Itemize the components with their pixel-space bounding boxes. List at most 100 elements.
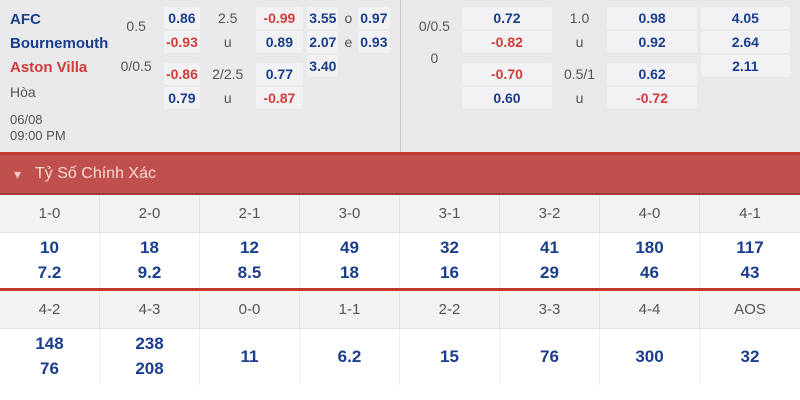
score-cell-2[interactable]: 12 8.5 bbox=[200, 233, 300, 288]
score-header-11[interactable]: 1-1 bbox=[300, 291, 400, 329]
score-cell-10[interactable]: 11 bbox=[200, 329, 300, 384]
exact-score-table: 1-0 2-0 2-1 3-0 3-1 3-2 4-0 4-1 10 7.2 1… bbox=[0, 195, 800, 400]
left-col-val3: 3.55 2.07 3.40 bbox=[305, 4, 340, 148]
odds-right-r1-val2[interactable]: 0.98 bbox=[607, 7, 696, 29]
odds-right-r1-linemid[interactable]: 1.0 bbox=[556, 7, 604, 29]
odds-left-r2-val2[interactable]: 0.89 bbox=[256, 31, 304, 53]
odds-and-score-widget: AFC Bournemouth Aston Villa Hòa 06/08 09… bbox=[0, 0, 800, 400]
odds-right-r2-val3[interactable]: 2.64 bbox=[701, 31, 790, 53]
right-col-val2: 0.98 0.92 0.62 -0.72 bbox=[605, 4, 698, 148]
odds-left-r1-val3[interactable]: 3.55 bbox=[307, 7, 338, 29]
odds-left-r1-sym[interactable]: o bbox=[342, 7, 354, 29]
odds-right-r4-val2[interactable]: 0.62 bbox=[607, 63, 696, 85]
match-datetime: 06/08 09:00 PM bbox=[10, 112, 108, 144]
score-cell-5[interactable]: 41 29 bbox=[500, 233, 600, 288]
score-header-14[interactable]: 4-4 bbox=[600, 291, 700, 329]
odds-left-r2-sym[interactable]: e bbox=[342, 31, 354, 53]
odds-left-r5-linemid[interactable]: u bbox=[204, 87, 252, 109]
odds-left-r1-val2[interactable]: -0.99 bbox=[256, 7, 304, 29]
odds-left-r4-linehome bbox=[112, 47, 160, 53]
odds-left-r5-linehome[interactable]: 0/0.5 bbox=[112, 55, 160, 77]
score-header-12[interactable]: 2-2 bbox=[400, 291, 500, 329]
right-col-val3: 4.05 2.64 2.11 bbox=[699, 4, 792, 148]
away-team-name[interactable]: Aston Villa bbox=[10, 56, 108, 80]
accordion-title: Tỷ Số Chính Xác bbox=[35, 165, 156, 183]
odds-right-r2-linemid[interactable]: u bbox=[556, 31, 604, 53]
odds-left-r5-val1[interactable]: 0.79 bbox=[164, 87, 200, 109]
accordion-header-exact-score[interactable]: ▾ Tỷ Số Chính Xác bbox=[0, 155, 800, 195]
odds-right-r4-linehome[interactable]: 0 bbox=[411, 47, 459, 69]
score-header-5[interactable]: 3-2 bbox=[500, 195, 600, 233]
odds-left-r5-val2[interactable]: -0.87 bbox=[256, 87, 304, 109]
odds-right-r1-val1[interactable]: 0.72 bbox=[462, 7, 551, 29]
score-cell-11[interactable]: 6.2 bbox=[300, 329, 400, 384]
score-cell-14[interactable]: 300 bbox=[600, 329, 700, 384]
score-cell-9[interactable]: 238 208 bbox=[100, 329, 200, 384]
score-header-2[interactable]: 2-1 bbox=[200, 195, 300, 233]
odds-left-r1-linehome[interactable] bbox=[112, 7, 160, 13]
left-col-val1: 0.86 -0.93 -0.86 0.79 bbox=[162, 4, 202, 148]
odds-left-r4-val2[interactable]: 0.77 bbox=[256, 63, 304, 85]
score-cell-12[interactable]: 15 bbox=[400, 329, 500, 384]
right-col-val1: 0.72 -0.82 -0.70 0.60 bbox=[460, 4, 553, 148]
odds-right-r4-linemid[interactable]: 0.5/1 bbox=[556, 63, 604, 85]
score-table-values-row-1: 10 7.2 18 9.2 12 8.5 49 18 32 16 41 29 bbox=[0, 233, 800, 288]
score-cell-3[interactable]: 49 18 bbox=[300, 233, 400, 288]
right-col-linemid: 1.0 u 0.5/1 u bbox=[554, 4, 606, 148]
odds-left-r3-val3[interactable]: 3.40 bbox=[307, 55, 338, 77]
home-team-name[interactable]: AFC Bournemouth bbox=[10, 8, 108, 56]
odds-right-r1-val3[interactable]: 4.05 bbox=[701, 7, 790, 29]
score-cell-0[interactable]: 10 7.2 bbox=[0, 233, 100, 288]
odds-left-r1-val4[interactable]: 0.97 bbox=[358, 7, 389, 29]
odds-right-r4-val1[interactable]: -0.70 bbox=[462, 63, 551, 85]
odds-right-r2-val1[interactable]: -0.82 bbox=[462, 31, 551, 53]
odds-right-r2-val2[interactable]: 0.92 bbox=[607, 31, 696, 53]
chevron-down-icon[interactable]: ▾ bbox=[14, 166, 21, 183]
odds-left-r2-linehome[interactable]: 0.5 bbox=[112, 15, 160, 37]
score-header-0[interactable]: 1-0 bbox=[0, 195, 100, 233]
score-header-10[interactable]: 0-0 bbox=[200, 291, 300, 329]
score-cell-8[interactable]: 148 76 bbox=[0, 329, 100, 384]
score-header-9[interactable]: 4-3 bbox=[100, 291, 200, 329]
odds-right-half: 0/0.5 0 0.72 -0.82 -0.70 0.60 1.0 u 0.5/… bbox=[401, 0, 800, 152]
score-cell-7[interactable]: 117 43 bbox=[700, 233, 800, 288]
right-col-linehome: 0/0.5 0 bbox=[409, 4, 461, 148]
odds-left-r2-linemid[interactable]: u bbox=[204, 31, 252, 53]
left-col-val4: 0.97 0.93 bbox=[356, 4, 391, 148]
score-header-4[interactable]: 3-1 bbox=[400, 195, 500, 233]
score-header-3[interactable]: 3-0 bbox=[300, 195, 400, 233]
score-cell-6[interactable]: 180 46 bbox=[600, 233, 700, 288]
odds-left-r2-val1[interactable]: -0.93 bbox=[164, 31, 200, 53]
score-table-values-row-2: 148 76 238 208 11 6.2 15 76 300 bbox=[0, 329, 800, 384]
left-col-sym: o e bbox=[340, 4, 356, 148]
score-header-6[interactable]: 4-0 bbox=[600, 195, 700, 233]
odds-left-r1-linemid[interactable]: 2.5 bbox=[204, 7, 252, 29]
team-info: AFC Bournemouth Aston Villa Hòa 06/08 09… bbox=[8, 4, 110, 148]
score-header-8[interactable]: 4-2 bbox=[0, 291, 100, 329]
score-header-15[interactable]: AOS bbox=[700, 291, 800, 329]
score-cell-15[interactable]: 32 bbox=[700, 329, 800, 384]
odds-right-r5-linemid[interactable]: u bbox=[556, 87, 604, 109]
score-header-7[interactable]: 4-1 bbox=[700, 195, 800, 233]
odds-left-r4-linemid[interactable]: 2/2.5 bbox=[204, 63, 252, 85]
odds-left-half: AFC Bournemouth Aston Villa Hòa 06/08 09… bbox=[0, 0, 401, 152]
odds-left-r4-val1[interactable]: -0.86 bbox=[164, 63, 200, 85]
score-header-13[interactable]: 3-3 bbox=[500, 291, 600, 329]
score-header-1[interactable]: 2-0 bbox=[100, 195, 200, 233]
odds-right-r5-val1[interactable]: 0.60 bbox=[462, 87, 551, 109]
odds-right-r2-linehome[interactable]: 0/0.5 bbox=[411, 15, 459, 37]
odds-right-r3-val3[interactable]: 2.11 bbox=[701, 55, 790, 77]
odds-left-r1-val1[interactable]: 0.86 bbox=[164, 7, 200, 29]
score-cell-13[interactable]: 76 bbox=[500, 329, 600, 384]
score-table-header-row-2: 4-2 4-3 0-0 1-1 2-2 3-3 4-4 AOS bbox=[0, 288, 800, 329]
score-cell-4[interactable]: 32 16 bbox=[400, 233, 500, 288]
odds-left-r2-val4[interactable]: 0.93 bbox=[358, 31, 389, 53]
odds-left-r2-val3[interactable]: 2.07 bbox=[307, 31, 338, 53]
odds-panel: AFC Bournemouth Aston Villa Hòa 06/08 09… bbox=[0, 0, 800, 155]
score-cell-1[interactable]: 18 9.2 bbox=[100, 233, 200, 288]
left-col-val2: -0.99 0.89 0.77 -0.87 bbox=[254, 4, 306, 148]
left-col-linemid: 2.5 u 2/2.5 u bbox=[202, 4, 254, 148]
draw-label: Hòa bbox=[10, 80, 108, 104]
left-col-linehandicap: 0.5 0/0.5 bbox=[110, 4, 162, 148]
odds-right-r5-val2[interactable]: -0.72 bbox=[607, 87, 696, 109]
